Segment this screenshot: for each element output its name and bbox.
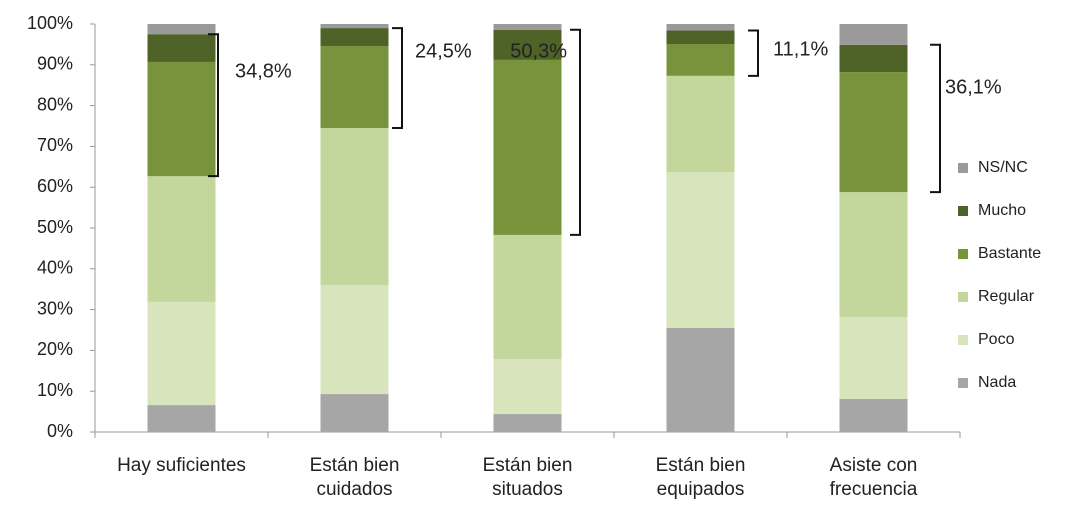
bar-segment [493,24,562,30]
x-tick-label: Están bien cuidados [309,455,400,500]
y-tick-label: 40% [37,258,73,278]
bar-segment [666,172,735,328]
bar-segment [839,24,908,45]
legend-label: Mucho [978,202,1026,219]
bar-segment [493,414,562,432]
bar-segment [666,75,735,173]
y-tick-label: 80% [37,94,73,114]
bracket [930,43,941,194]
annotation: 11,1% [773,38,828,60]
bar-segment [493,29,562,60]
x-tick-label: Asiste con frecuencia [829,455,918,500]
y-tick-label: 30% [37,298,73,318]
bar-segment [493,59,562,235]
bar-segment [147,24,216,35]
bar-segment [147,176,216,302]
bar-segment [320,128,389,286]
bar-segment [839,316,908,399]
legend-swatch [958,378,968,388]
bar-segment [493,358,562,415]
y-tick-label: 100% [27,13,73,33]
bar-segment [666,327,735,432]
y-tick-label: 0% [47,421,73,441]
legend-swatch [958,163,968,173]
bar-segment [147,301,216,406]
bar-segment [666,30,735,44]
annotation: 24,5% [415,40,472,62]
bar-segment [666,24,735,31]
bar-segment [147,34,216,62]
legend-swatch [958,292,968,302]
bar-segment [320,285,389,395]
legend-label: Regular [978,288,1035,305]
bar-segment [147,405,216,432]
y-tick-label: 60% [37,176,73,196]
x-tick-label: Hay suficientes [117,455,246,476]
annotation: 50,3% [510,40,567,62]
bar-segment [839,192,908,317]
legend-swatch [958,206,968,216]
legend-label: Bastante [978,245,1041,262]
y-tick-label: 20% [37,339,73,359]
x-tick-label: Están bien situados [482,455,573,500]
bar-segment [839,72,908,193]
bracket [208,33,219,178]
bracket [392,27,403,130]
y-tick-label: 70% [37,135,73,155]
bar-segment [320,394,389,432]
bar-segment [320,24,389,29]
bar-segment [839,44,908,73]
annotation: 34,8% [235,60,292,82]
legend-label: Nada [978,374,1016,391]
y-tick-label: 10% [37,380,73,400]
annotation: 36,1% [945,76,1002,98]
bracket [748,29,759,77]
bar-segment [320,46,389,129]
x-tick-label: Están bien equipados [655,455,746,500]
bar-segment [147,61,216,177]
bar-segment [320,28,389,47]
bar-segment [839,398,908,432]
bar-segment [493,234,562,359]
legend-swatch [958,335,968,345]
y-tick-label: 90% [37,54,73,74]
bracket [570,28,581,236]
y-tick-label: 50% [37,217,73,237]
legend-swatch [958,249,968,259]
bar-segment [666,43,735,76]
legend-label: Poco [978,331,1015,348]
legend-label: NS/NC [978,159,1028,176]
